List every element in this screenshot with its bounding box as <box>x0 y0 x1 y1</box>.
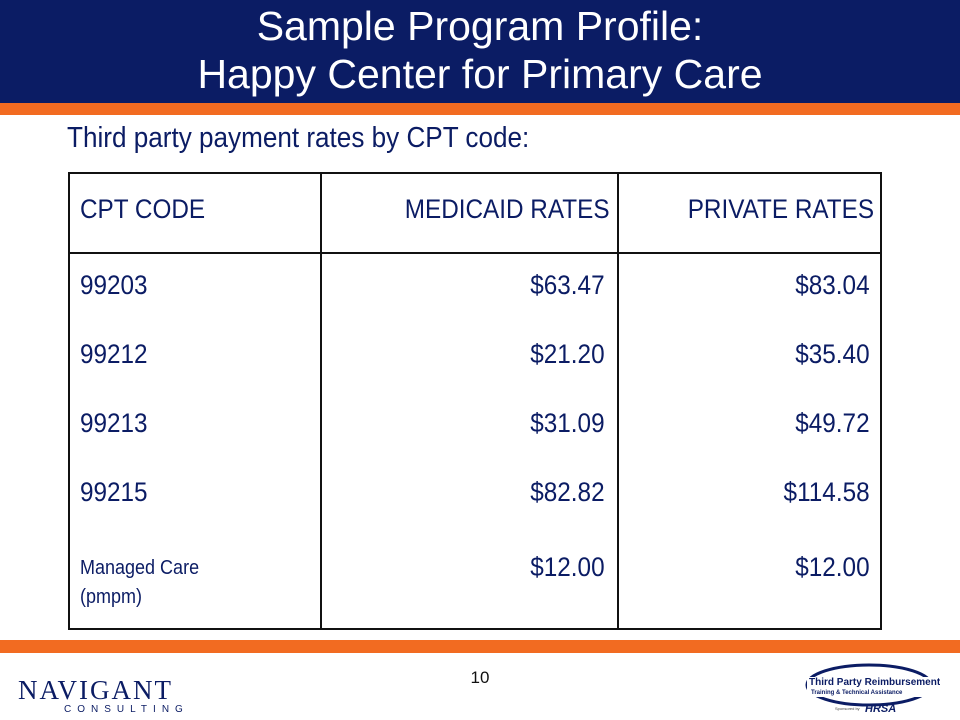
table-header-row <box>70 174 880 254</box>
title-banner <box>0 0 960 103</box>
table-cell-private: $12.00 <box>795 552 870 582</box>
logo-line-2: Training & Technical Assistance <box>811 690 903 696</box>
column-divider <box>617 174 619 628</box>
slide-title-line-1: Sample Program Profile: <box>256 3 704 49</box>
table-caption: Third party payment rates by CPT code: <box>67 122 530 154</box>
table-cell-code: 99213 <box>80 408 148 438</box>
logo-text-backdrop <box>807 677 935 697</box>
bottom-accent-bar <box>0 640 960 653</box>
navigant-logo-subtitle: CONSULTING <box>64 704 189 715</box>
page-number: 10 <box>470 668 490 687</box>
column-header-cpt-code: CPT CODE <box>80 194 206 224</box>
navigant-logo-wordmark: NAVIGANT <box>18 675 173 705</box>
table-cell-code: 99203 <box>80 270 148 300</box>
table-cell-code: 99212 <box>80 339 148 369</box>
navigant-logo: NAVIGANT CONSULTING <box>18 675 189 716</box>
top-accent-bar <box>0 103 960 115</box>
table-cell-medicaid: $21.20 <box>530 339 605 369</box>
table-cell-private: $35.40 <box>795 339 870 369</box>
table-cell-private: $83.04 <box>795 270 870 300</box>
table-cell-private: $49.72 <box>795 408 870 438</box>
table-cell-code: Managed Care (pmpm) <box>80 557 200 608</box>
column-divider <box>320 174 322 628</box>
logo-sponsor-text: Sponsored by <box>835 706 860 711</box>
column-header-private-rates: PRIVATE RATES <box>687 194 874 224</box>
rates-table: CPT CODE MEDICAID RATES PRIVATE RATES 99… <box>68 172 882 630</box>
slide-title-line-2: Happy Center for Primary Care <box>197 51 763 97</box>
third-party-reimbursement-logo: Third Party Reimbursement Training & Tec… <box>805 663 940 715</box>
table-cell-medicaid: $12.00 <box>530 552 605 582</box>
slide-title: Sample Program Profile: Happy Center for… <box>0 2 960 98</box>
table-cell-code: 99215 <box>80 477 148 507</box>
column-header-medicaid-rates: MEDICAID RATES <box>405 194 610 224</box>
table-cell-medicaid: $82.82 <box>530 477 605 507</box>
table-cell-medicaid: $31.09 <box>530 408 605 438</box>
table-cell-medicaid: $63.47 <box>530 270 605 300</box>
hrsa-logo-text: HRSA <box>865 703 896 715</box>
table-cell-private: $114.58 <box>783 477 870 507</box>
logo-line-1: Third Party Reimbursement <box>809 677 940 688</box>
